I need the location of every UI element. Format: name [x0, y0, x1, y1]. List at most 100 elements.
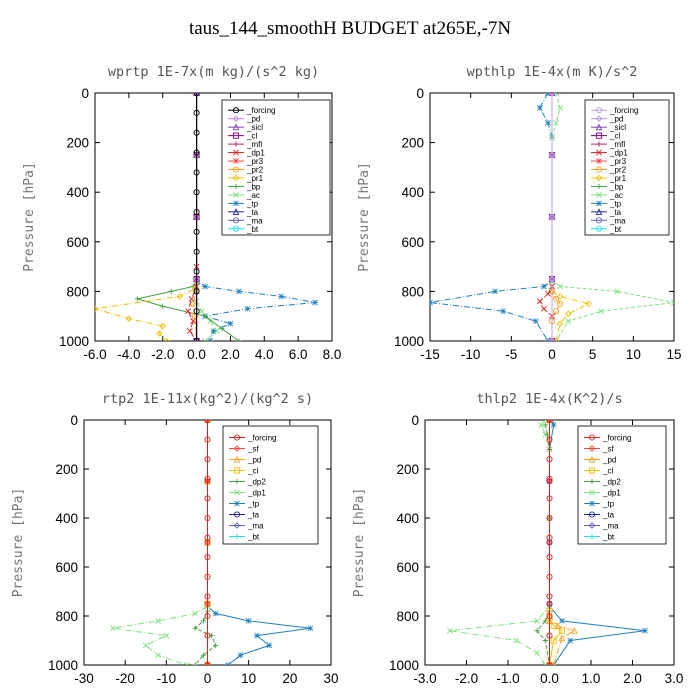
data-point [546, 632, 553, 639]
data-point [193, 268, 200, 275]
data-point [204, 456, 211, 463]
data-point [550, 422, 557, 428]
data-point [546, 593, 553, 600]
legend-marker [595, 132, 603, 139]
series-line-dp1 [112, 420, 208, 665]
data-point [254, 632, 260, 639]
legend-marker [233, 141, 239, 147]
legend-marker [595, 107, 603, 114]
legend-entry: _sicl [609, 123, 626, 132]
data-point [642, 627, 648, 634]
data-point [546, 612, 553, 620]
chart-panel-4: thlp2 1E-4x(K^2)/s Pressure [hPa] -3.0 -2.0… [352, 391, 683, 686]
legend-marker [233, 149, 239, 156]
legend-marker [596, 149, 602, 156]
data-point [542, 637, 548, 644]
legend-entry: _ma [602, 522, 619, 531]
data-point [193, 288, 200, 295]
y-tick-label: 0 [416, 86, 424, 101]
data-point [95, 305, 99, 312]
legend-marker [588, 455, 596, 463]
legend-entry: _ta [247, 511, 260, 520]
legend-marker [233, 522, 241, 529]
legend-marker [232, 123, 240, 131]
y-axis-label: Pressure [hPa] [22, 162, 37, 272]
x-tick-label: 5 [589, 347, 597, 362]
legend-entry: _dp1 [247, 489, 266, 498]
y-tick-label: 800 [396, 609, 419, 624]
data-point [534, 628, 540, 634]
legend-entry: _bt [602, 533, 615, 542]
legend-box [577, 425, 667, 545]
data-point [446, 627, 453, 634]
series-line-tp [430, 93, 553, 341]
legend-marker [595, 174, 603, 182]
data-point [540, 305, 547, 312]
y-tick-label: 1000 [48, 658, 78, 673]
legend-marker [588, 511, 596, 518]
legend-marker [233, 434, 241, 441]
data-point [204, 475, 211, 482]
legend-marker [596, 158, 602, 164]
legend-entry: _cl [246, 132, 257, 141]
x-tick-label: 2.0 [221, 347, 240, 362]
data-point [556, 320, 564, 327]
data-point [542, 422, 548, 428]
legend-entry: _bt [609, 225, 622, 234]
legend-marker [233, 183, 239, 190]
y-tick-label: 200 [401, 136, 424, 151]
legend: _forcing _sf _pd _cl _dp2 _dp1 _tp _ta _ma _bt [577, 425, 667, 545]
legend-marker [595, 217, 603, 224]
data-point [193, 337, 200, 341]
x-tick-label: -20 [115, 671, 135, 686]
x-tick-label: 1.0 [582, 671, 601, 686]
legend-marker [232, 208, 240, 215]
legend-box [221, 99, 331, 236]
x-tick-label: 10 [241, 671, 256, 686]
data-point [536, 104, 543, 111]
legend-marker [233, 158, 239, 164]
data-point [185, 308, 192, 315]
legend-marker [595, 123, 603, 131]
data-point [557, 283, 564, 290]
data-point [192, 610, 199, 617]
data-point [190, 318, 197, 325]
legend-entry: _dp1 [246, 149, 265, 158]
data-point [553, 308, 560, 315]
panel-title: wprtp 1E-7x(m kg)/(s^2 kg) [108, 64, 319, 80]
data-point [546, 456, 553, 463]
y-tick-label: 800 [55, 609, 78, 624]
data-point [202, 313, 208, 319]
data-point [307, 625, 314, 632]
x-tick-label: -6.0 [83, 347, 106, 362]
series-line-dp1 [449, 420, 550, 665]
legend-entry: _pd [246, 115, 260, 124]
legend-marker [589, 478, 595, 485]
data-point [227, 320, 234, 327]
data-point [162, 337, 170, 341]
data-point [558, 627, 565, 634]
data-point [534, 649, 540, 656]
data-point [266, 642, 273, 649]
data-point [109, 625, 116, 632]
data-point [204, 420, 211, 424]
x-tick-label: 20 [282, 671, 297, 686]
data-point [193, 248, 200, 255]
data-point [193, 189, 200, 196]
legend-entry: _ta [609, 208, 622, 217]
figure-title: taus_144_smoothH BUDGET at265E,-7N [188, 18, 512, 39]
legend-entry: _ac [246, 191, 260, 200]
y-tick-label: 0 [81, 86, 89, 101]
legend-marker [595, 208, 603, 215]
chart-panel-2: wpthlp 1E-4x(m K)/s^2 Pressure [hPa] -15 -1… [357, 64, 682, 362]
legend: _forcing_pd_sicl_cl_mfl_dp1_pr3_pr2_pr1_… [221, 99, 331, 236]
legend: _forcing_pd_sicl_cl_mfl_dp1_pr3_pr2_pr1_… [584, 99, 670, 236]
legend-marker [233, 445, 241, 452]
legend-entry: _ma [247, 522, 264, 531]
x-tick-label: 10 [626, 347, 641, 362]
data-point [546, 436, 553, 443]
legend-entry: _bp [246, 182, 261, 191]
data-point [546, 661, 553, 665]
data-point [212, 610, 219, 617]
data-point [546, 554, 553, 561]
